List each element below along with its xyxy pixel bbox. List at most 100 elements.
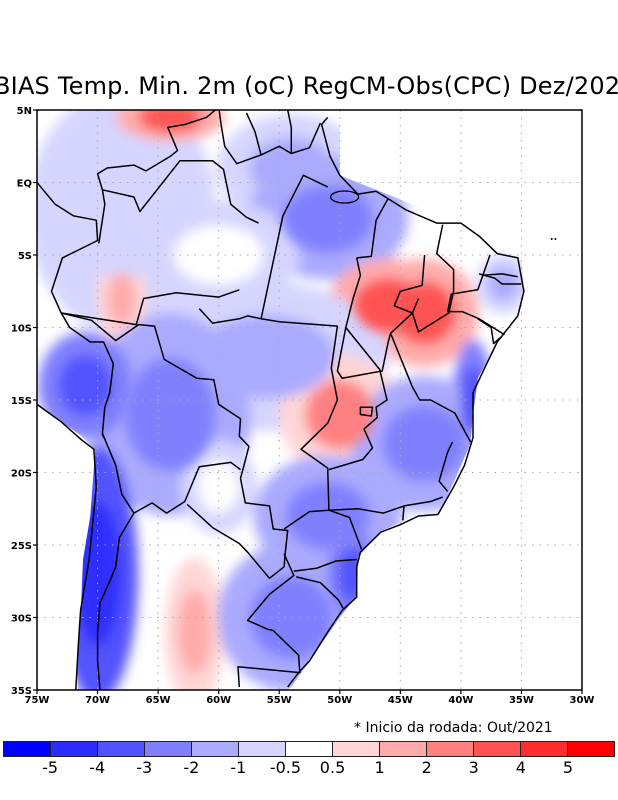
- colorbar-swatch: [4, 742, 51, 756]
- border-line: [482, 273, 518, 278]
- border-line: [286, 110, 293, 154]
- border-line: [37, 403, 98, 690]
- border-line: [478, 273, 522, 285]
- colorbar-label: 3: [468, 758, 479, 777]
- border-line: [328, 327, 388, 471]
- border-line: [393, 224, 455, 333]
- colorbar-swatch: [568, 742, 614, 756]
- border-line: [61, 289, 240, 326]
- border-line: [328, 505, 405, 521]
- border-line: [283, 509, 363, 550]
- bias-region: [250, 576, 333, 659]
- border-line: [438, 441, 454, 492]
- x-tick-label: 60W: [206, 695, 231, 706]
- colorbar-label: -1: [230, 758, 247, 777]
- x-tick-label: 55W: [267, 695, 292, 706]
- border-line: [61, 312, 250, 479]
- border-line: [198, 174, 329, 324]
- y-axis-ticks: 5N EQ 5S 10S 15S 20S 25S 30S 35S: [11, 106, 37, 697]
- colorbar-label: -5: [42, 758, 59, 777]
- colorbar-label: -4: [89, 758, 106, 777]
- y-tick-label: 20S: [11, 469, 32, 480]
- colorbar-swatch: [192, 742, 239, 756]
- bias-region: [140, 110, 201, 131]
- bias-region: [306, 380, 374, 449]
- colorbar-label: 0.5: [319, 758, 346, 777]
- y-tick-label: 25S: [11, 541, 32, 552]
- border-line: [287, 116, 525, 688]
- bias-region: [59, 355, 112, 416]
- border-line: [389, 333, 472, 443]
- bias-field: [37, 110, 531, 690]
- run-start-note: * Inicio da rodada: Out/2021: [354, 720, 553, 736]
- colorbar-label: 4: [515, 758, 526, 777]
- bias-region: [394, 283, 455, 343]
- border-line: [293, 558, 357, 572]
- colorbar-swatch: [380, 742, 427, 756]
- colorbar-label: 5: [562, 758, 574, 777]
- bias-region: [286, 482, 369, 550]
- island-dot: [550, 238, 553, 241]
- colorbar-swatch: [51, 742, 98, 756]
- border-line: [260, 318, 339, 511]
- border-line: [102, 160, 259, 224]
- y-tick-label: 35S: [11, 686, 32, 697]
- bias-region: [125, 358, 216, 471]
- y-tick-label: 5S: [18, 251, 32, 262]
- colorbar-label: -2: [183, 758, 200, 777]
- colorbar-swatch: [474, 742, 521, 756]
- island-dot: [554, 238, 557, 241]
- border-line: [186, 478, 289, 580]
- border-line: [245, 112, 262, 156]
- bias-region: [173, 225, 264, 285]
- bias-region: [282, 185, 373, 253]
- colorbar-label: 1: [374, 758, 385, 777]
- border-line: [336, 257, 420, 380]
- bias-region: [69, 144, 175, 279]
- colorbar-swatch: [521, 742, 568, 756]
- border-line: [359, 406, 374, 417]
- colorbar-label: -0.5: [269, 758, 302, 777]
- border-line: [101, 433, 241, 514]
- colorbar-swatch: [286, 742, 333, 756]
- border-line: [296, 576, 345, 610]
- x-tick-label: 40W: [448, 695, 473, 706]
- gridlines: [37, 110, 582, 690]
- colorbar-swatch: [239, 742, 286, 756]
- border-line: [37, 182, 115, 438]
- x-axis-ticks: 75W 70W 65W 60W 55W 50W 45W 40W 35W 30W: [25, 690, 595, 706]
- x-tick-label: 45W: [388, 695, 413, 706]
- bias-region: [197, 460, 240, 514]
- colorbar-label: -3: [136, 758, 153, 777]
- colorbar-swatch: [427, 742, 474, 756]
- x-tick-label: 30W: [570, 695, 595, 706]
- x-tick-label: 65W: [146, 695, 171, 706]
- pacific-ocean: [37, 405, 96, 690]
- colorbar-label: 2: [421, 758, 432, 777]
- colorbar-swatch: [98, 742, 145, 756]
- island-outline: [329, 190, 360, 204]
- bias-map: 75W 70W 65W 60W 55W 50W 45W 40W 35W 30W 5N EQ 5S 10S…: [11, 106, 595, 706]
- border-line: [237, 553, 301, 688]
- bias-region: [199, 315, 335, 398]
- y-tick-label: 5N: [17, 106, 32, 117]
- x-tick-label: 70W: [85, 695, 110, 706]
- y-tick-label: EQ: [17, 179, 32, 190]
- border-line: [403, 496, 443, 507]
- y-tick-label: 10S: [11, 324, 32, 335]
- colorbar-swatch: [145, 742, 192, 756]
- x-tick-label: 75W: [25, 695, 50, 706]
- bias-region: [108, 272, 136, 325]
- x-tick-label: 35W: [509, 695, 534, 706]
- y-tick-label: 15S: [11, 396, 32, 407]
- country-borders: [37, 110, 557, 690]
- border-line: [96, 512, 135, 690]
- atlantic-ocean: [287, 110, 582, 690]
- bias-region: [383, 406, 466, 481]
- x-tick-label: 50W: [327, 695, 352, 706]
- plot-title: BIAS Temp. Min. 2m (oC) RegCM-Obs(CPC) D…: [0, 72, 618, 100]
- colorbar: [3, 741, 615, 757]
- border-line: [477, 318, 503, 345]
- y-tick-label: 30S: [11, 614, 32, 625]
- border-line: [356, 198, 389, 259]
